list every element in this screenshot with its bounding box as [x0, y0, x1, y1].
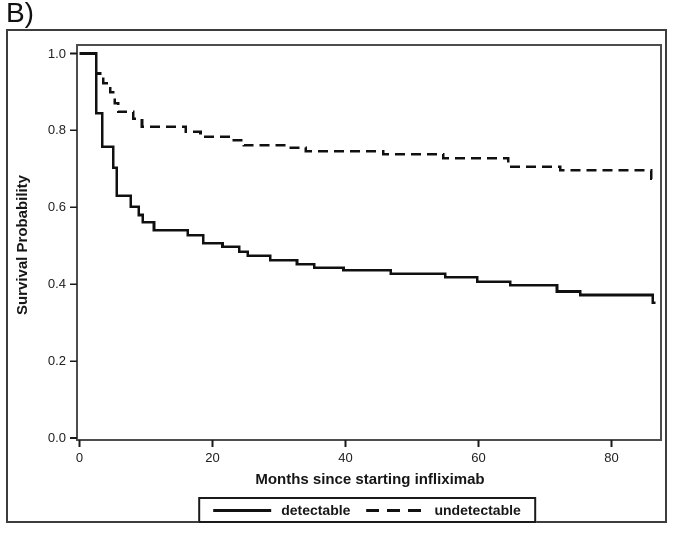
legend-label-detectable: detectable [281, 502, 351, 518]
x-tick-label: 20 [205, 450, 220, 465]
legend-item-detectable: detectable [213, 502, 350, 518]
x-tick-label: 0 [75, 450, 84, 465]
undetectable-curve [79, 52, 655, 181]
legend-item-undetectable: undetectable [366, 502, 521, 518]
y-tick-label: 1.0 [47, 45, 66, 61]
y-tick-label: 0.6 [47, 199, 66, 215]
figure-label: B) [6, 0, 34, 28]
x-tick-label: 60 [471, 450, 486, 465]
x-tick-label: 80 [604, 450, 619, 465]
y-tick-label: 0.4 [47, 276, 66, 292]
legend: detectable undetectable [198, 497, 536, 523]
detectable-curve [79, 52, 656, 304]
dashed-line-sample-icon [366, 508, 425, 512]
solid-line-sample-icon [213, 508, 272, 512]
y-tick-label: 0.2 [47, 353, 66, 369]
y-tick-label: 0.0 [47, 430, 66, 445]
legend-label-undetectable: undetectable [434, 502, 521, 518]
x-axis-title: Months since starting infliximab [255, 471, 485, 488]
plot-frame [76, 44, 662, 441]
x-tick-label: 40 [338, 450, 353, 465]
y-tick-label: 0.8 [47, 122, 66, 138]
